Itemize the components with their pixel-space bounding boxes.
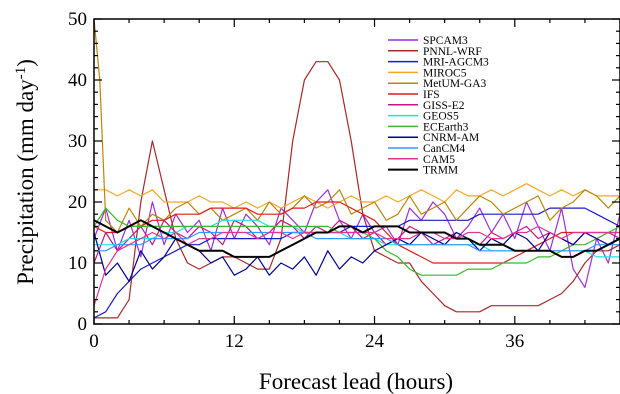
series-line-ecearth3 bbox=[94, 207, 620, 276]
legend-label: CNRM-AM bbox=[423, 132, 479, 144]
series-line-trmm bbox=[94, 219, 620, 258]
x-axis-label: Forecast lead (hours) bbox=[259, 369, 453, 394]
y-axis-label-main: Precipitation (mm day bbox=[13, 79, 38, 285]
y-tick-label: 50 bbox=[68, 9, 87, 30]
legend-label: CAM5 bbox=[423, 154, 455, 166]
y-tick-label: 20 bbox=[68, 192, 87, 213]
legend-label: ECEarth3 bbox=[423, 121, 469, 133]
x-tick-label: 12 bbox=[225, 331, 244, 352]
y-axis-label-superscript: -1 bbox=[13, 67, 29, 80]
series-lines bbox=[94, 19, 620, 319]
y-axis-label-close: ) bbox=[13, 59, 38, 67]
y-tick-label: 0 bbox=[78, 314, 88, 335]
series-line-ifs bbox=[94, 201, 620, 264]
legend-label: CanCM4 bbox=[423, 143, 465, 155]
axis-ticks bbox=[93, 18, 620, 325]
legend-label: MIROC5 bbox=[423, 67, 467, 79]
legend-label: GISS-E2 bbox=[423, 100, 465, 112]
legend: SPCAM3PNNL-WRFMRI-AGCM3MIROC5MetUM-GA3IF… bbox=[388, 35, 489, 177]
legend-label: MetUM-GA3 bbox=[423, 78, 486, 90]
legend-label: MRI-AGCM3 bbox=[423, 57, 489, 69]
legend-label: IFS bbox=[423, 89, 440, 101]
y-tick-label: 30 bbox=[68, 131, 87, 152]
series-line-cam5 bbox=[94, 225, 620, 306]
x-tick-label: 24 bbox=[365, 331, 385, 352]
series-line-cancm4 bbox=[94, 231, 620, 252]
series-line-mri-agcm3 bbox=[94, 207, 620, 319]
x-tick-label: 0 bbox=[89, 331, 99, 352]
y-tick-label: 40 bbox=[68, 70, 87, 91]
x-tick-label: 36 bbox=[505, 331, 524, 352]
series-line-pnnl-wrf bbox=[94, 61, 620, 319]
y-tick-label: 10 bbox=[68, 253, 87, 274]
legend-label: TRMM bbox=[423, 165, 458, 177]
legend-label: PNNL-WRF bbox=[423, 46, 482, 58]
tick-labels: 0 12 24 36 0 10 20 30 40 50 bbox=[68, 9, 524, 352]
series-line-metum-ga3 bbox=[94, 19, 620, 234]
legend-label: GEOS5 bbox=[423, 111, 459, 123]
legend-label: SPCAM3 bbox=[423, 35, 468, 47]
y-axis-label: Precipitation (mm day-1) bbox=[13, 59, 38, 285]
series-line-miroc5 bbox=[94, 183, 620, 209]
plot-frame bbox=[93, 18, 620, 325]
